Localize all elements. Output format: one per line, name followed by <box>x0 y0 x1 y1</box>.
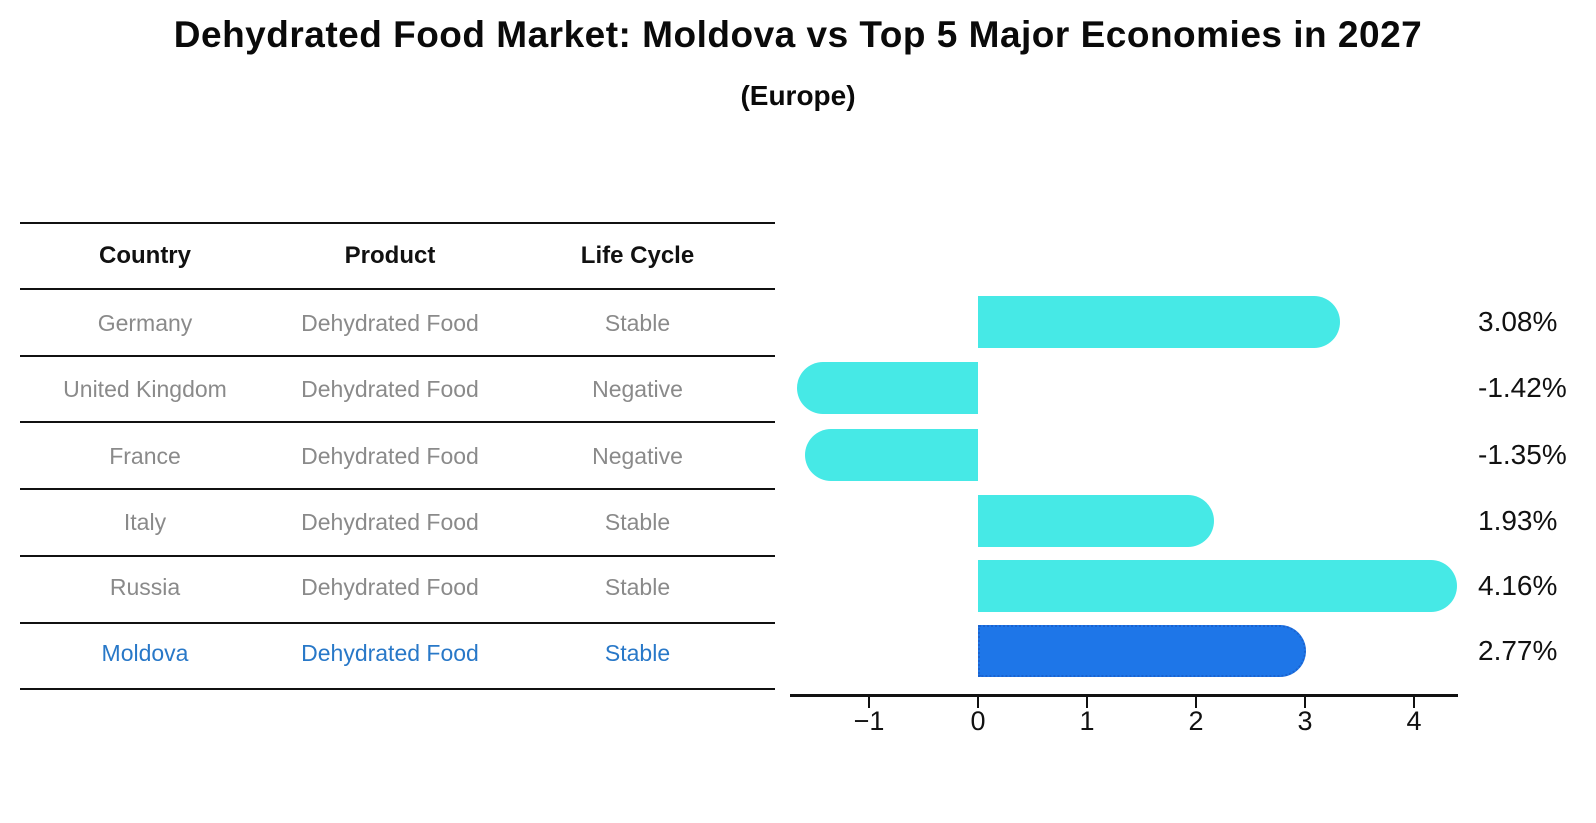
table-header-row: Country Product Life Cycle <box>0 239 780 273</box>
cell-product: Dehydrated Food <box>301 310 479 336</box>
cell-country: Italy <box>123 509 167 535</box>
table-row-moldova: Moldova Dehydrated Food Stable <box>0 636 780 670</box>
x-tick-label: 0 <box>970 706 986 736</box>
table-rule <box>20 222 775 224</box>
x-tick-mark <box>977 697 979 708</box>
cell-country: United Kingdom <box>63 376 227 402</box>
table-row-germany: Germany Dehydrated Food Stable <box>0 306 780 340</box>
chart-subtitle: (Europe) <box>740 80 856 111</box>
bar-germany <box>978 296 1340 348</box>
cell-product: Dehydrated Food <box>301 376 479 402</box>
cell-life-cycle: Negative <box>592 443 683 469</box>
x-tick-label: 4 <box>1406 706 1422 736</box>
table-row-france: France Dehydrated Food Negative <box>0 439 780 473</box>
x-tick-label: −1 <box>853 706 885 736</box>
x-tick-label: 3 <box>1297 706 1313 736</box>
chart-title: Dehydrated Food Market: Moldova vs Top 5… <box>173 14 1423 55</box>
table-rule <box>20 288 775 290</box>
cell-product: Dehydrated Food <box>301 640 479 666</box>
table-row-united-kingdom: United Kingdom Dehydrated Food Negative <box>0 372 780 406</box>
table-header-country: Country <box>99 242 191 269</box>
x-tick-mark <box>1195 697 1197 708</box>
table-header-life-cycle: Life Cycle <box>580 242 695 269</box>
table-rule <box>20 488 775 490</box>
x-axis-line <box>790 694 1458 697</box>
cell-life-cycle: Stable <box>604 574 671 600</box>
cell-life-cycle: Negative <box>592 376 683 402</box>
value-label-germany: 3.08% <box>1478 306 1558 337</box>
table-rule <box>20 688 775 690</box>
x-tick-mark <box>1304 697 1306 708</box>
value-label-russia: 4.16% <box>1478 570 1558 601</box>
x-tick-label: 1 <box>1079 706 1095 736</box>
bar-france <box>804 429 978 481</box>
table-header-product: Product <box>344 242 436 269</box>
cell-product: Dehydrated Food <box>301 509 479 535</box>
table-row-russia: Russia Dehydrated Food Stable <box>0 570 780 604</box>
table-rule <box>20 355 775 357</box>
value-label-italy: 1.93% <box>1478 505 1558 536</box>
cell-life-cycle: Stable <box>604 640 671 666</box>
table-row-italy: Italy Dehydrated Food Stable <box>0 505 780 539</box>
cell-life-cycle: Stable <box>604 509 671 535</box>
x-tick-mark <box>1413 697 1415 708</box>
cell-country: Russia <box>109 574 181 600</box>
cell-product: Dehydrated Food <box>301 574 479 600</box>
x-tick-mark <box>868 697 870 708</box>
x-tick-label: 2 <box>1188 706 1204 736</box>
table-rule <box>20 555 775 557</box>
cell-country: Moldova <box>101 640 189 666</box>
cell-country: France <box>109 443 181 469</box>
bar-italy <box>978 495 1215 547</box>
cell-product: Dehydrated Food <box>301 443 479 469</box>
table-rule <box>20 622 775 624</box>
value-label-moldova: 2.77% <box>1478 635 1558 666</box>
value-label-france: -1.35% <box>1478 439 1567 470</box>
table-rule <box>20 421 775 423</box>
bar-united-kingdom <box>797 362 978 414</box>
x-tick-mark <box>1086 697 1088 708</box>
bar-russia <box>978 560 1458 612</box>
value-label-united-kingdom: -1.42% <box>1478 372 1567 403</box>
cell-country: Germany <box>97 310 193 336</box>
cell-life-cycle: Stable <box>604 310 671 336</box>
bar-moldova-highlighted <box>978 625 1306 677</box>
